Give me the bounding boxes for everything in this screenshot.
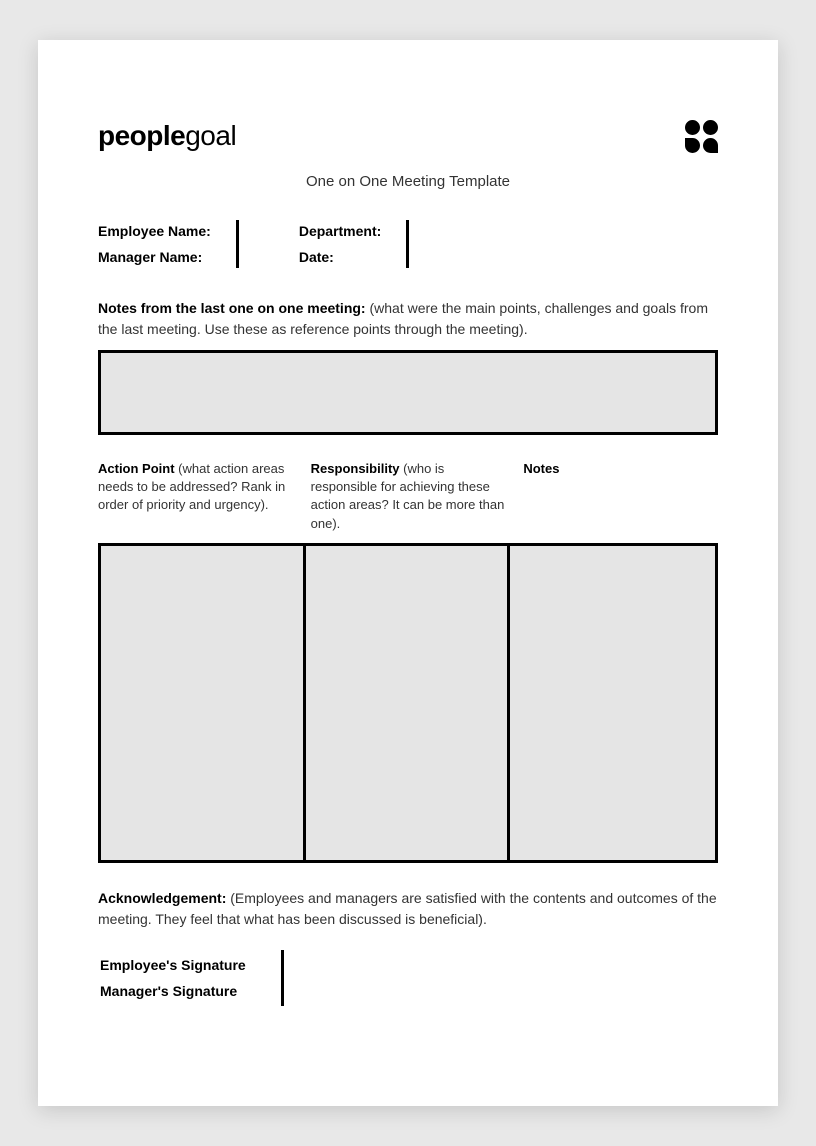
icon-shape-1 bbox=[685, 120, 700, 135]
notes-input-box[interactable] bbox=[98, 350, 718, 435]
document-header: peoplegoal bbox=[98, 120, 718, 153]
date-label: Date: bbox=[299, 249, 381, 265]
action-table bbox=[98, 543, 718, 863]
document-title: One on One Meeting Template bbox=[98, 173, 718, 190]
icon-shape-2 bbox=[703, 120, 718, 135]
manager-signature-label: Manager's Signature bbox=[100, 983, 246, 999]
document-page: peoplegoal One on One Meeting Template E… bbox=[38, 40, 778, 1106]
icon-shape-3 bbox=[685, 138, 700, 153]
info-fields-row: Employee Name: Manager Name: Department:… bbox=[98, 220, 718, 268]
action-point-label: Action Point bbox=[98, 461, 175, 476]
divider-bar bbox=[281, 950, 284, 1006]
responsibility-cell[interactable] bbox=[306, 546, 511, 860]
notes-heading-label: Notes from the last one on one meeting: bbox=[98, 300, 366, 316]
brand-logo: peoplegoal bbox=[98, 120, 236, 152]
info-labels-right: Department: Date: bbox=[299, 223, 381, 265]
table-headers-row: Action Point (what action areas needs to… bbox=[98, 460, 718, 533]
icon-shape-4 bbox=[703, 138, 718, 153]
divider-bar bbox=[406, 220, 409, 268]
signatures-block: Employee's Signature Manager's Signature bbox=[100, 950, 718, 1006]
acknowledgement-label: Acknowledgement: bbox=[98, 890, 226, 906]
info-col-left: Employee Name: Manager Name: bbox=[98, 220, 239, 268]
logo-part-1: people bbox=[98, 120, 185, 151]
employee-name-label: Employee Name: bbox=[98, 223, 211, 239]
signature-labels: Employee's Signature Manager's Signature bbox=[100, 957, 246, 999]
action-point-header: Action Point (what action areas needs to… bbox=[98, 460, 293, 533]
brand-icon bbox=[685, 120, 718, 153]
responsibility-label: Responsibility bbox=[311, 461, 400, 476]
divider-bar bbox=[236, 220, 239, 268]
logo-part-2: goal bbox=[185, 120, 236, 151]
manager-name-label: Manager Name: bbox=[98, 249, 211, 265]
info-labels-left: Employee Name: Manager Name: bbox=[98, 223, 211, 265]
notes-heading: Notes from the last one on one meeting: … bbox=[98, 298, 718, 340]
department-label: Department: bbox=[299, 223, 381, 239]
responsibility-header: Responsibility (who is responsible for a… bbox=[311, 460, 506, 533]
notes-column-header: Notes bbox=[523, 460, 718, 533]
action-point-cell[interactable] bbox=[101, 546, 306, 860]
acknowledgement-section: Acknowledgement: (Employees and managers… bbox=[98, 888, 718, 930]
info-col-right: Department: Date: bbox=[299, 220, 409, 268]
notes-cell[interactable] bbox=[510, 546, 715, 860]
notes-column-label: Notes bbox=[523, 461, 559, 476]
employee-signature-label: Employee's Signature bbox=[100, 957, 246, 973]
